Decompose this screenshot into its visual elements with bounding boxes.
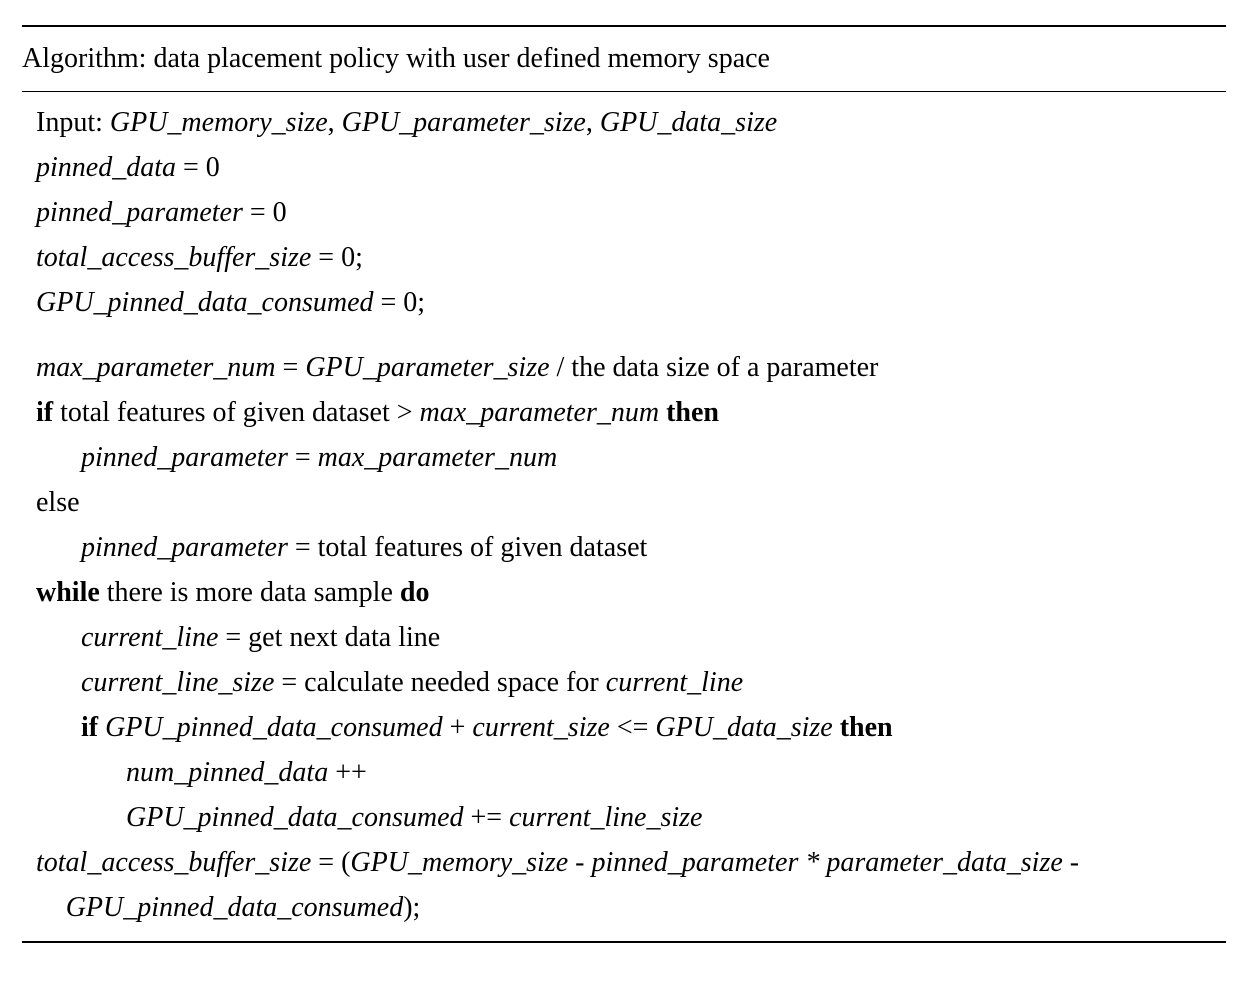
line-segment: pinned_data bbox=[36, 152, 176, 183]
algorithm-line: pinned_parameter = 0 bbox=[36, 196, 287, 230]
line-segment: GPU_pinned_data_consumed bbox=[105, 712, 443, 743]
line-segment: = 0; bbox=[373, 287, 426, 318]
line-segment: <= bbox=[609, 712, 656, 743]
top-rule bbox=[22, 25, 1226, 27]
algorithm-line: if total features of given dataset > max… bbox=[36, 396, 719, 430]
line-segment: current_line_size bbox=[509, 802, 703, 833]
line-segment: GPU_pinned_data_consumed bbox=[36, 287, 374, 318]
algorithm-line: GPU_pinned_data_consumed += current_line… bbox=[126, 801, 702, 835]
line-segment: Input: bbox=[36, 107, 110, 138]
line-segment: current_line_size bbox=[81, 667, 275, 698]
line-segment: pinned_parameter bbox=[36, 197, 243, 228]
line-segment: = bbox=[287, 442, 318, 473]
algorithm-line: total_access_buffer_size = 0; bbox=[36, 241, 363, 275]
algorithm-line: num_pinned_data ++ bbox=[126, 756, 367, 790]
line-segment: max_parameter_num bbox=[36, 352, 276, 383]
algorithm-line: current_line = get next data line bbox=[81, 621, 440, 655]
line-segment: = 0 bbox=[242, 197, 287, 228]
line-segment: = bbox=[275, 352, 306, 383]
line-segment: if bbox=[36, 397, 54, 428]
algorithm-line: while there is more data sample do bbox=[36, 576, 429, 610]
line-segment: = total features of given dataset bbox=[287, 532, 648, 563]
algorithm-line: pinned_parameter = max_parameter_num bbox=[81, 441, 557, 475]
line-segment: GPU_memory_size bbox=[109, 107, 328, 138]
algorithm-box: Algorithm: data placement policy with us… bbox=[22, 25, 1226, 923]
algorithm-line: Input: GPU_memory_size, GPU_parameter_si… bbox=[36, 106, 777, 140]
line-segment: GPU_pinned_data_consumed bbox=[65, 892, 404, 923]
algorithm-line: pinned_parameter = total features of giv… bbox=[81, 531, 647, 565]
line-segment: + bbox=[442, 712, 473, 743]
algorithm-line: pinned_data = 0 bbox=[36, 151, 220, 185]
line-segment: GPU_pinned_data_consumed bbox=[126, 802, 464, 833]
bottom-rule bbox=[22, 941, 1226, 943]
line-segment: GPU_data_size bbox=[599, 107, 778, 138]
header-rule bbox=[22, 91, 1226, 92]
algorithm-line: GPU_pinned_data_consumed); bbox=[66, 891, 421, 925]
line-segment: pinned_parameter bbox=[81, 532, 288, 563]
algorithm-line: current_line_size = calculate needed spa… bbox=[81, 666, 743, 700]
line-segment bbox=[833, 712, 840, 743]
line-segment: current_line bbox=[81, 622, 219, 653]
line-segment: = 0; bbox=[311, 242, 363, 273]
line-segment: there is more data sample bbox=[99, 577, 400, 608]
line-segment: GPU_memory_size - pinned_parameter * par… bbox=[350, 847, 1080, 878]
line-segment: = 0 bbox=[176, 152, 220, 183]
line-segment: current_line bbox=[605, 667, 744, 698]
line-segment: = ( bbox=[311, 847, 351, 878]
line-segment: pinned_parameter bbox=[81, 442, 288, 473]
line-segment: then bbox=[666, 397, 719, 428]
line-segment: then bbox=[839, 712, 893, 743]
line-segment: total_access_buffer_size bbox=[36, 242, 312, 273]
line-segment: , bbox=[327, 107, 342, 138]
line-segment: else bbox=[36, 487, 80, 518]
algorithm-line: total_access_buffer_size = (GPU_memory_s… bbox=[36, 846, 1079, 880]
line-segment: , bbox=[585, 107, 600, 138]
algorithm-title: Algorithm: data placement policy with us… bbox=[22, 43, 770, 74]
line-segment: total features of given dataset > bbox=[53, 397, 420, 428]
line-segment: ); bbox=[403, 892, 421, 923]
line-segment: while bbox=[36, 577, 100, 608]
algorithm-line: else bbox=[36, 486, 80, 520]
line-segment: GPU_data_size bbox=[655, 712, 833, 743]
line-segment: current_size bbox=[472, 712, 610, 743]
algorithm-line: if GPU_pinned_data_consumed + current_si… bbox=[81, 711, 893, 745]
line-segment: GPU_parameter_size bbox=[305, 352, 550, 383]
line-segment: max_parameter_num bbox=[419, 397, 660, 428]
line-segment: num_pinned_data bbox=[126, 757, 329, 788]
line-segment: = get next data line bbox=[218, 622, 441, 653]
line-segment: total_access_buffer_size bbox=[36, 847, 312, 878]
line-segment: max_parameter_num bbox=[317, 442, 558, 473]
line-segment: GPU_parameter_size bbox=[341, 107, 586, 138]
algorithm-line: max_parameter_num = GPU_parameter_size /… bbox=[36, 351, 878, 385]
line-segment: if bbox=[81, 712, 99, 743]
line-segment: += bbox=[463, 802, 510, 833]
algorithm-line: GPU_pinned_data_consumed = 0; bbox=[36, 286, 425, 320]
line-segment: do bbox=[399, 577, 430, 608]
line-segment: ++ bbox=[328, 757, 367, 788]
line-segment: = calculate needed space for bbox=[274, 667, 606, 698]
line-segment: / the data size of a parameter bbox=[549, 352, 879, 383]
